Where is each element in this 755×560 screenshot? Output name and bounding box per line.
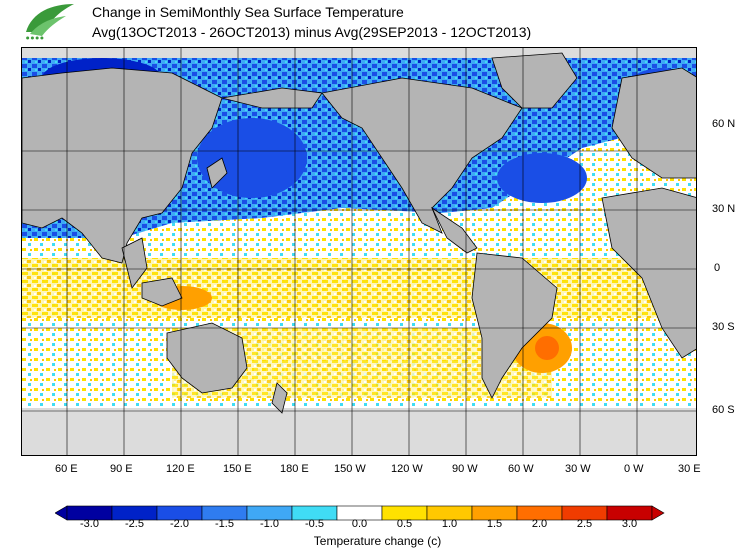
- color-legend: [55, 505, 665, 521]
- lat-label-30n: 30 N: [712, 203, 736, 215]
- legend-tick-label: 0.5: [396, 518, 413, 530]
- lat-label-60n: 60 N: [712, 118, 736, 130]
- lon-label-0w: 0 W: [624, 463, 644, 475]
- legend-tick-label: -0.5: [305, 518, 324, 530]
- legend-tick-label: 2.0: [531, 518, 548, 530]
- lon-label-120w: 120 W: [391, 463, 423, 475]
- graticule: [22, 48, 696, 455]
- lon-label-60w: 60 W: [508, 463, 534, 475]
- hko-logo: ● ● ● ●: [26, 4, 74, 40]
- legend-tick-label: 3.0: [621, 518, 638, 530]
- legend-tick-label: 1.5: [486, 518, 503, 530]
- lat-label-0: 0: [714, 262, 721, 274]
- legend-tick-label: -2.0: [170, 518, 189, 530]
- legend-tick-label: 1.0: [441, 518, 458, 530]
- lat-label-60s: 60 S: [712, 404, 735, 416]
- lon-label-90e: 90 E: [110, 463, 133, 475]
- legend-arrow-right: [651, 505, 665, 521]
- lon-label-60e: 60 E: [55, 463, 78, 475]
- map-canvas: [22, 48, 696, 455]
- chart-title: Change in SemiMonthly Sea Surface Temper…: [92, 4, 404, 20]
- lon-label-30e: 30 E: [678, 463, 701, 475]
- legend-tick-label: -1.5: [215, 518, 234, 530]
- legend-title: Temperature change (c): [313, 534, 442, 548]
- legend-tick-label: -1.0: [260, 518, 279, 530]
- legend-arrow-left: [55, 505, 68, 521]
- lon-label-120e: 120 E: [166, 463, 195, 475]
- sst-map: [21, 47, 697, 456]
- lat-label-30s: 30 S: [712, 321, 735, 333]
- chart-subtitle: Avg(13OCT2013 - 26OCT2013) minus Avg(29S…: [92, 24, 532, 40]
- legend-tick-label: -2.5: [125, 518, 144, 530]
- svg-text:● ● ● ●: ● ● ● ●: [26, 35, 44, 40]
- legend-tick-label: -3.0: [80, 518, 99, 530]
- legend-tick-label: 0.0: [351, 518, 368, 530]
- lon-label-180e: 180 E: [280, 463, 309, 475]
- lon-label-150e: 150 E: [223, 463, 252, 475]
- lon-label-150w: 150 W: [334, 463, 366, 475]
- lon-label-30w: 30 W: [565, 463, 591, 475]
- lon-label-90w: 90 W: [452, 463, 478, 475]
- legend-tick-label: 2.5: [576, 518, 593, 530]
